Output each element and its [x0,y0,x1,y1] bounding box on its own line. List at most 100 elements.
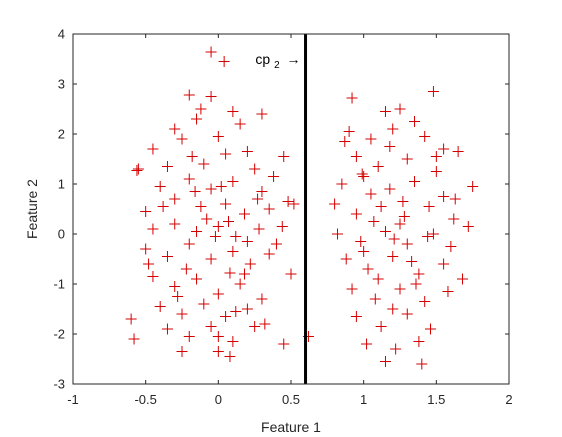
data-point [244,258,256,270]
data-point [220,148,232,160]
data-point [362,263,374,275]
data-point [154,301,166,312]
data-point [198,158,210,170]
data-point [205,183,217,195]
annotation-arrow: → [287,51,301,67]
data-point [234,118,246,130]
data-point [176,346,188,357]
data-point [249,163,261,175]
data-point [209,231,221,242]
data-point [413,268,425,280]
data-point [238,268,250,280]
data-point [147,223,159,235]
data-point [398,211,410,222]
data-point [191,226,203,237]
data-point [212,221,224,232]
x-tick-label: -1 [67,392,79,407]
data-point [336,178,348,190]
data-point [372,273,384,285]
data-point [416,358,428,370]
data-point [358,171,370,182]
data-point [230,231,242,242]
plot-frame [72,33,510,385]
data-point [212,288,224,300]
data-point [241,303,253,315]
data-point [361,338,373,350]
data-point [409,116,421,127]
data-point [422,231,434,242]
annotation-subscript: 2 [274,60,280,71]
data-point [227,336,239,347]
data-point [343,126,355,137]
data-point [183,331,195,342]
data-point [350,208,362,220]
changepoint-annotation: cp 2 → [255,51,300,71]
data-point [409,176,421,187]
data-point [128,333,140,345]
data-point [427,86,439,97]
data-point [224,267,236,279]
x-tick-label: -0.5 [134,392,156,407]
data-point [369,293,381,305]
y-tick-label: -1 [53,277,65,292]
data-point [438,143,450,155]
data-point [356,168,368,180]
data-point [249,321,261,332]
data-point [223,216,235,227]
data-point [419,296,431,307]
data-point [252,193,264,205]
data-point [132,163,144,175]
data-point [452,146,464,157]
data-point [268,171,280,182]
data-point [358,246,370,257]
x-axis-label: Feature 1 [261,419,321,435]
data-point [140,206,152,217]
data-point [224,351,236,362]
data-point [205,253,217,265]
data-point [227,176,239,187]
data-point [191,273,203,285]
data-point [329,198,341,210]
data-point [147,143,159,155]
data-point [445,241,457,252]
data-point [191,113,203,125]
y-tick-label: 4 [58,27,65,42]
data-point [394,103,406,115]
data-point [394,218,406,230]
data-point [430,166,442,177]
x-tick-label: 0.5 [282,392,300,407]
data-point [270,238,282,250]
data-point [154,181,166,192]
data-point [390,343,402,355]
data-point [379,356,391,367]
data-point [241,236,253,247]
data-point [169,218,181,230]
x-axis-ticks: -1 -0.5 0 0.5 1 1.5 2 [67,34,513,407]
data-point [288,198,300,210]
data-point [195,103,207,115]
data-point [430,151,442,162]
data-point [388,233,400,245]
data-point [365,188,377,200]
data-point [401,238,413,250]
data-point [161,323,173,335]
data-point [282,196,294,207]
data-point [176,133,188,145]
data-point [355,236,367,247]
data-point [346,283,358,295]
data-point [234,278,246,290]
data-point [169,281,181,292]
data-point [423,201,435,212]
data-point [263,203,275,215]
data-point [350,151,362,162]
data-point [368,216,380,227]
data-point [410,278,422,290]
data-point [397,196,409,207]
data-point [161,251,173,262]
data-point [241,146,253,157]
data-point [157,201,169,212]
data-point [375,321,387,332]
data-point [278,151,290,162]
data-point [365,133,377,145]
data-point [401,153,413,165]
